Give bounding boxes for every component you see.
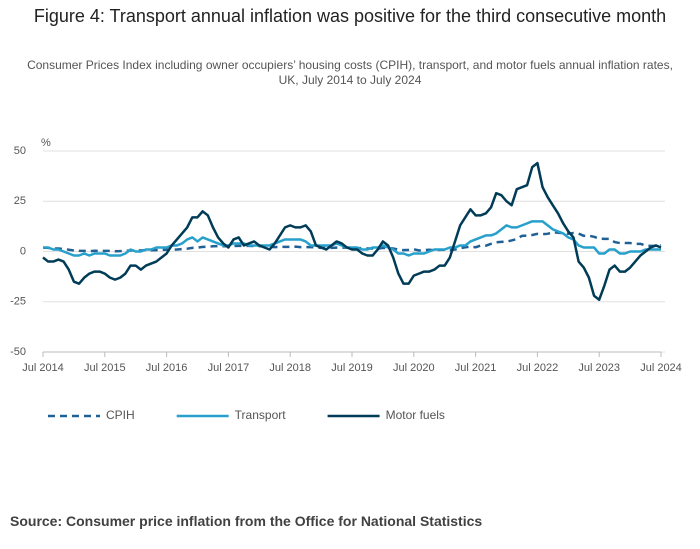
x-tick-label: Jul 2016 [146, 362, 188, 374]
legend-label: CPIH [106, 408, 135, 422]
x-tick-label: Jul 2017 [208, 362, 250, 374]
source-note: Source: Consumer price inflation from th… [10, 513, 483, 529]
legend-label: Motor fuels [386, 408, 445, 422]
y-tick-label: 25 [14, 195, 26, 207]
x-tick-label: Jul 2021 [455, 362, 497, 374]
x-tick-label: Jul 2022 [517, 362, 559, 374]
series-line [43, 220, 661, 257]
x-tick-label: Jul 2014 [22, 362, 64, 374]
x-tick-label: Jul 2019 [331, 362, 373, 374]
y-tick-label: 0 [20, 245, 26, 257]
chart-title: Figure 4: Transport annual inflation was… [33, 6, 667, 26]
x-tick-label: Jul 2024 [640, 362, 682, 374]
x-tick-label: Jul 2023 [578, 362, 620, 374]
y-tick-label: -50 [10, 346, 26, 358]
legend-label: Transport [235, 408, 287, 422]
y-unit-label: % [41, 137, 51, 149]
series-line [42, 161, 662, 301]
series-line [42, 230, 662, 253]
x-tick-label: Jul 2015 [84, 362, 126, 374]
y-tick-label: -25 [10, 296, 26, 308]
y-tick-label: 50 [14, 145, 26, 157]
chart-subtitle: Consumer Prices Index including owner oc… [27, 58, 673, 87]
x-tick-label: Jul 2018 [269, 362, 311, 374]
x-tick-label: Jul 2020 [393, 362, 435, 374]
